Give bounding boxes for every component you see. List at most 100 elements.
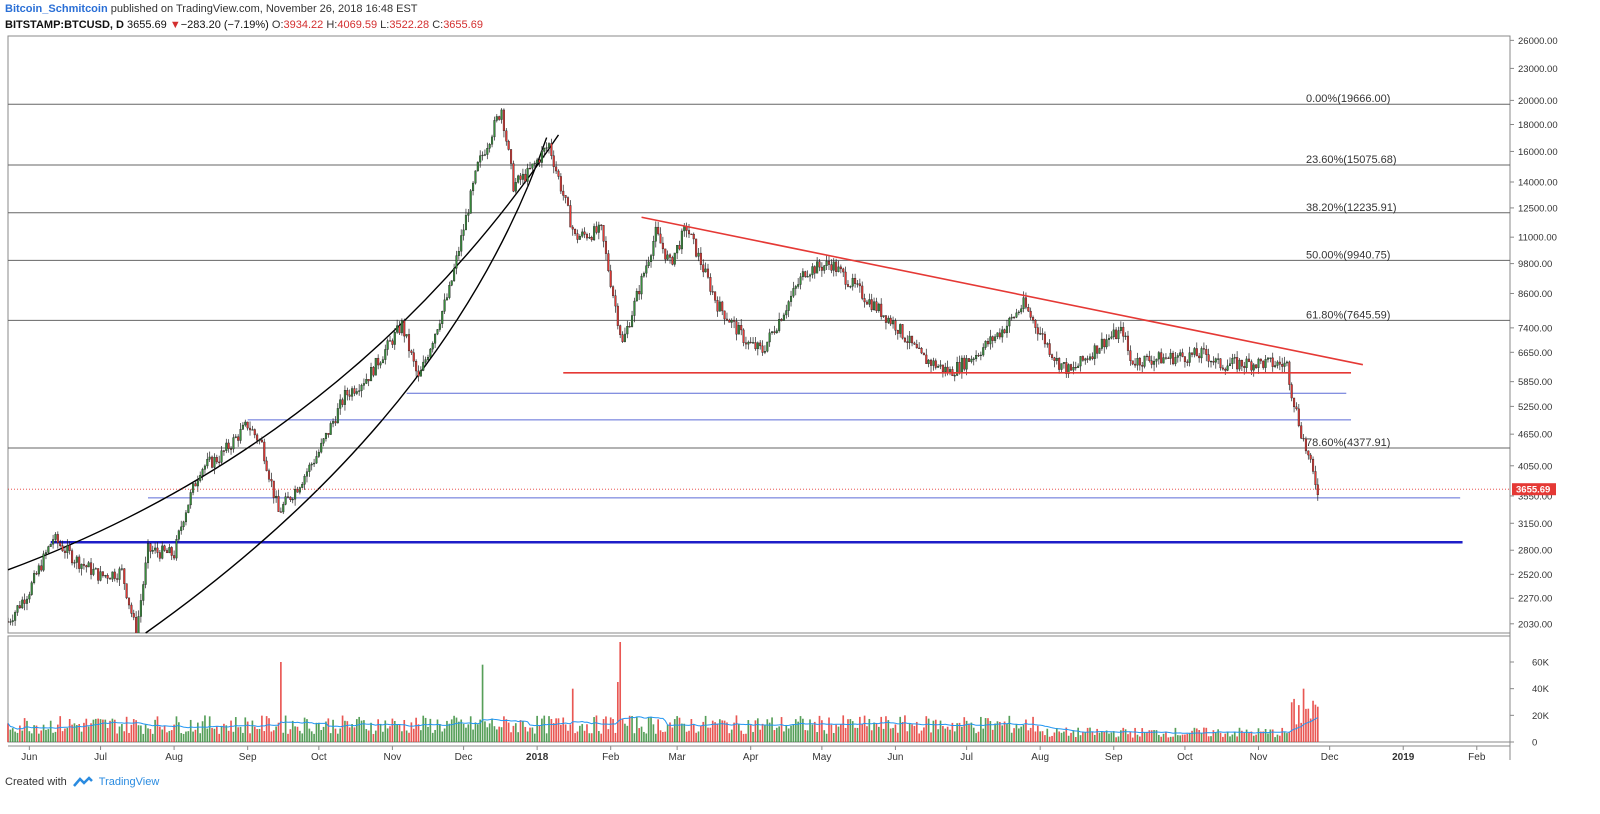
volume-bar [612,719,614,742]
volume-bar [87,726,90,742]
volume-bar [1131,737,1134,742]
candle-body [1181,352,1184,357]
time-tick-label: Jun [21,752,37,763]
candle-body [37,565,40,575]
candle-body [1027,307,1030,312]
volume-bar [702,721,705,742]
candle-body [571,226,574,230]
volume-bar [650,716,652,742]
candle-body [277,495,280,512]
volume-bar [666,724,669,742]
volume-bar [1279,735,1281,742]
candle-body [407,334,411,352]
candle-body [381,359,384,364]
volume-bar [766,719,769,742]
price-tick-label: 26000.00 [1518,36,1558,47]
candle-body [125,583,128,599]
candle-body [778,319,781,331]
candle-body [1274,365,1277,367]
candle-body [937,365,940,368]
candle-body [1176,355,1179,358]
volume-bar [778,726,780,742]
candle-body [1307,450,1310,456]
author-link[interactable]: Bitcoin_Schmitcoin [5,3,108,15]
volume-bar [396,724,398,742]
volume-bar [548,716,550,742]
candle-body [671,257,674,265]
candle-body [332,421,335,424]
candle-body [517,175,520,183]
volume-bar [244,717,247,742]
volume-bar [794,719,797,742]
volume-bar [301,733,304,742]
candle-body [113,571,116,579]
symbol-label[interactable]: BITSTAMP:BTCUSD, D [5,19,124,31]
price-pane-border [7,35,1511,634]
candle-body [673,252,676,265]
volume-bar [275,726,277,742]
volume-bar [792,724,795,742]
candle-body [505,130,508,142]
fib-level-label: 78.60%(4377.91) [1306,437,1390,449]
time-tick-label: Apr [743,752,759,763]
volume-bar [1281,727,1284,742]
candle-body [989,336,992,345]
candle-body [1091,356,1094,359]
candle-body [574,228,577,234]
candle-body [1131,360,1134,365]
tradingview-link[interactable]: TradingView [98,776,160,788]
volume-tick-label: 0 [1532,738,1537,749]
candle-body [211,456,214,468]
volume-bar [61,731,64,742]
volume-bar [567,730,569,742]
candle-body [979,354,982,357]
candle-body [372,366,375,376]
volume-bar [773,730,776,742]
candle-body [1098,348,1101,354]
volume-bar [742,733,745,742]
volume-bar [507,722,510,742]
candle-body [704,268,707,273]
volume-bar [892,727,894,742]
volume-bar [645,733,648,742]
candle-body [275,495,278,498]
candle-body [1160,352,1163,364]
fib-level-label: 38.20%(12235.91) [1306,202,1397,214]
volume-bar [977,731,980,742]
volume-bar [1001,725,1004,742]
volume-bar [453,715,455,742]
price-tick-label: 2520.00 [1518,570,1552,581]
volume-bar [1314,704,1317,742]
volume-bar [26,720,28,742]
tradingview-logo-icon[interactable] [72,776,93,788]
volume-bar [56,724,59,742]
candle-body [510,149,513,164]
volume-bar [899,716,902,742]
candle-body [927,359,930,364]
volume-bar [1293,698,1295,742]
volume-bar [704,715,707,742]
volume-bar [690,719,693,742]
volume-bar [374,730,377,742]
volume-bar [799,716,802,742]
candle-body [175,539,178,559]
time-tick-label: May [812,752,831,763]
candle-body [616,305,619,326]
volume-bar [355,719,358,742]
candle-body [547,143,551,148]
volume-bar [1236,736,1238,742]
candle-body [1243,365,1246,368]
volume-bar [1252,735,1255,742]
volume-bar [420,730,422,742]
candle-body [773,331,776,334]
volume-bar [1117,736,1120,742]
candle-body [476,161,479,172]
volume-bar [322,726,325,742]
candle-body [146,543,150,564]
candle-body [1231,358,1234,364]
volume-bar [40,730,43,742]
candle-body [343,390,346,405]
volume-bar [1134,727,1136,742]
candle-body [1086,358,1089,360]
